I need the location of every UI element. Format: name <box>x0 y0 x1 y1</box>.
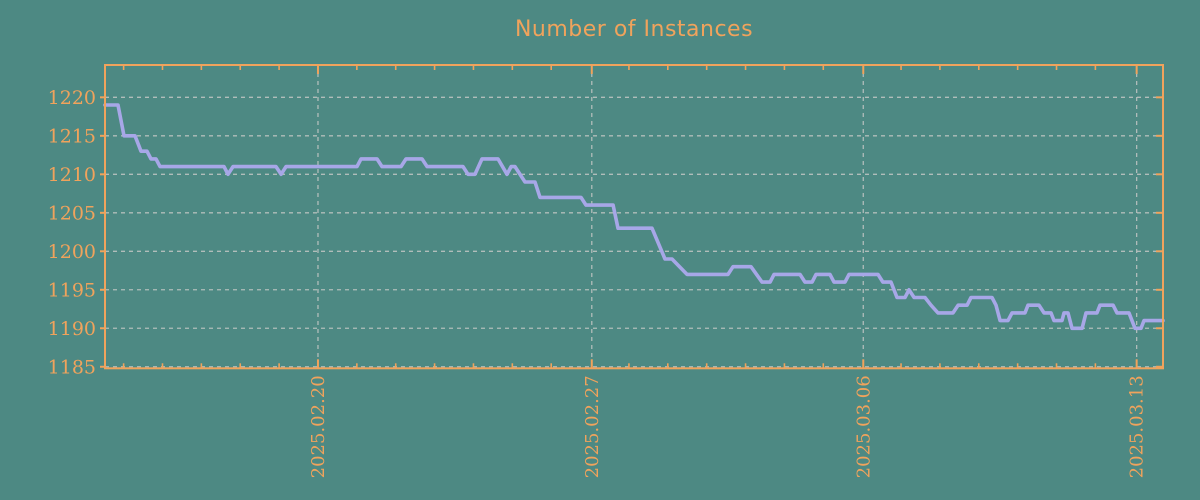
x-tick-label: 2025.03.06 <box>853 375 874 478</box>
y-tick-label: 1200 <box>48 241 96 263</box>
plot-border <box>104 64 1164 370</box>
y-tick-label: 1190 <box>48 318 96 340</box>
data-line <box>103 103 1165 331</box>
x-tick-label: 2025.03.13 <box>1127 375 1148 478</box>
x-tick-label: 2025.02.27 <box>582 375 603 478</box>
y-tick-label: 1220 <box>48 87 96 109</box>
y-tick-label: 1205 <box>48 202 96 224</box>
chart-title: Number of Instances <box>514 17 754 42</box>
x-tick-label: 2025.02.20 <box>308 375 329 478</box>
y-tick-label: 1185 <box>48 356 96 378</box>
y-tick-label: 1195 <box>48 279 96 301</box>
y-tick-label: 1210 <box>48 164 96 186</box>
y-tick-label: 1215 <box>48 125 96 147</box>
